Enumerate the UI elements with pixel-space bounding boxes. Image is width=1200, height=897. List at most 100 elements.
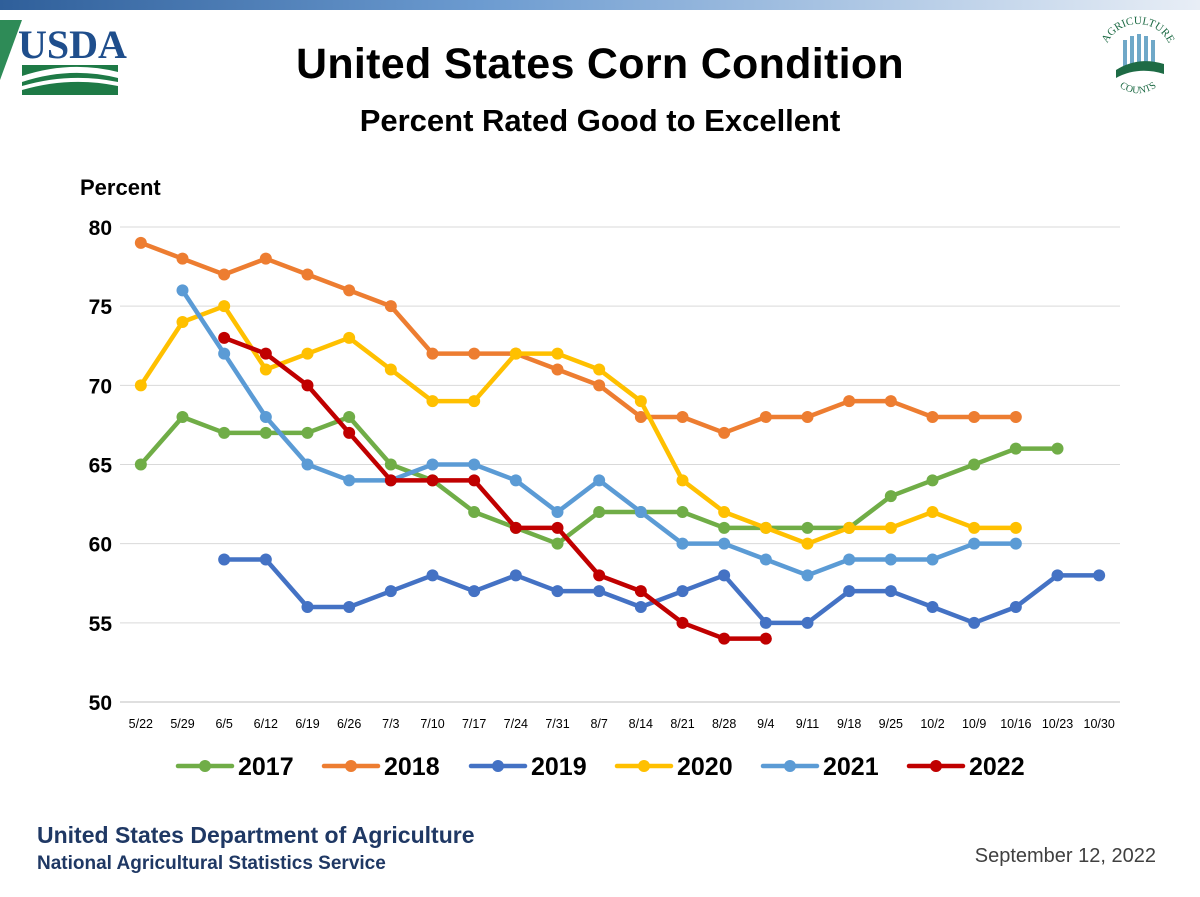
data-point-2021 (593, 474, 606, 487)
data-point-2020 (884, 521, 897, 534)
data-point-2018 (218, 268, 231, 281)
y-tick-label: 65 (89, 455, 113, 478)
data-point-2020 (134, 379, 147, 392)
data-point-2020 (801, 537, 814, 550)
data-point-2017 (593, 506, 606, 518)
data-point-2021 (259, 411, 272, 423)
data-point-2019 (384, 585, 397, 598)
x-tick-label: 8/21 (670, 717, 694, 731)
data-point-2020 (384, 363, 397, 376)
data-point-2017 (551, 537, 564, 550)
data-point-2017 (134, 458, 147, 471)
data-point-2021 (676, 537, 689, 550)
corn-condition-line-chart: 50 55 60 65 70 75 80 Percent 5/22 5/29 6/5 6/12 6/19… (80, 175, 1120, 781)
x-tick-label: 5/22 (129, 717, 153, 731)
data-point-2021 (634, 506, 647, 518)
data-point-2019 (1051, 569, 1064, 582)
svg-text:COUNTS: COUNTS (1118, 80, 1159, 96)
data-point-2021 (426, 458, 439, 471)
data-point-2021 (343, 474, 356, 487)
legend-marker-2018 (345, 760, 357, 772)
legend-marker-2020 (638, 760, 650, 772)
data-point-2019 (593, 585, 606, 598)
data-point-2018 (176, 252, 189, 265)
data-point-2021 (968, 537, 981, 550)
data-point-2020 (968, 521, 981, 534)
x-tick-label: 10/30 (1084, 717, 1115, 731)
x-tick-label: 7/31 (545, 717, 569, 731)
legend-label-2022: 2022 (969, 753, 1025, 781)
series-line-2020 (138, 303, 1019, 546)
data-point-2020 (509, 347, 522, 360)
data-point-2018 (1009, 411, 1022, 423)
y-tick-label: 80 (89, 217, 112, 240)
data-point-2017 (676, 506, 689, 518)
x-tick-label: 10/16 (1000, 717, 1031, 731)
data-point-2021 (759, 553, 772, 566)
x-tick-label: 7/10 (420, 717, 444, 731)
footer-organization: United States Department of Agriculture (37, 822, 475, 848)
data-point-2017 (218, 426, 231, 439)
data-point-2020 (426, 395, 439, 408)
x-tick-label: 8/7 (590, 717, 607, 731)
top-banner-stripe (0, 0, 1200, 10)
svg-text:USDA: USDA (18, 22, 127, 67)
data-point-2019 (343, 601, 356, 613)
chart-subtitle: Percent Rated Good to Excellent (359, 103, 841, 138)
data-point-2018 (426, 347, 439, 360)
data-point-2019 (718, 569, 731, 582)
data-point-2017 (384, 458, 397, 471)
footer-date: September 12, 2022 (974, 845, 1156, 867)
data-point-2018 (801, 411, 814, 423)
data-point-2022 (759, 632, 772, 645)
data-point-2017 (1009, 442, 1022, 455)
legend-label-2021: 2021 (823, 753, 879, 781)
data-point-2018 (926, 411, 939, 423)
data-point-2019 (551, 585, 564, 598)
data-point-2022 (343, 426, 356, 439)
data-point-2022 (718, 632, 731, 645)
data-point-2020 (343, 331, 356, 344)
data-point-2018 (259, 252, 272, 265)
data-point-2019 (301, 601, 314, 613)
data-point-2021 (509, 474, 522, 487)
data-point-2021 (551, 506, 564, 518)
data-point-2017 (343, 411, 356, 423)
data-point-2022 (634, 585, 647, 598)
data-point-2020 (468, 395, 481, 408)
data-point-2018 (384, 300, 397, 313)
data-point-2022 (384, 474, 397, 487)
data-point-2020 (718, 506, 731, 518)
x-tick-label: 5/29 (170, 717, 194, 731)
data-point-2021 (884, 553, 897, 566)
x-tick-label: 6/26 (337, 717, 361, 731)
data-point-2019 (676, 585, 689, 598)
data-point-2022 (259, 347, 272, 360)
y-tick-label: 60 (89, 534, 112, 557)
data-point-2019 (759, 616, 772, 629)
data-point-2021 (301, 458, 314, 471)
x-tick-label: 10/9 (962, 717, 986, 731)
data-point-2020 (843, 521, 856, 534)
x-tick-label: 6/5 (215, 717, 232, 731)
data-point-2019 (426, 569, 439, 582)
data-point-2019 (1093, 569, 1106, 582)
data-point-2018 (551, 363, 564, 376)
data-point-2021 (843, 553, 856, 566)
legend-marker-2019 (492, 760, 504, 772)
data-point-2018 (134, 236, 147, 249)
data-point-2022 (218, 331, 231, 344)
data-point-2021 (468, 458, 481, 471)
data-point-2019 (801, 616, 814, 629)
data-point-2019 (968, 616, 981, 629)
y-tick-label: 70 (89, 375, 112, 398)
data-point-2019 (634, 601, 647, 613)
usda-logo: USDA (0, 20, 127, 95)
x-tick-label: 9/11 (796, 717, 819, 731)
data-point-2019 (509, 569, 522, 582)
data-point-2021 (801, 569, 814, 582)
data-point-2017 (468, 506, 481, 518)
data-point-2018 (676, 411, 689, 423)
data-point-2022 (593, 569, 606, 582)
data-point-2018 (468, 347, 481, 360)
